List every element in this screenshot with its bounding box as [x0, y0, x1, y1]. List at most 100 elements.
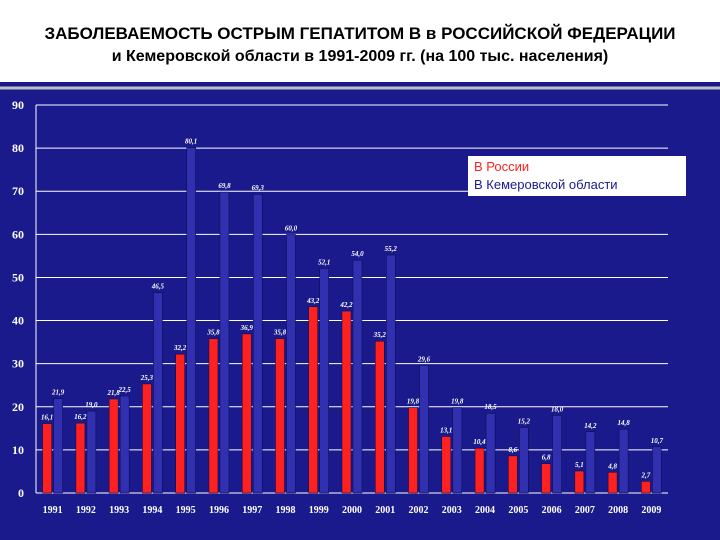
bar-kemerovo: [252, 193, 263, 494]
bar-russia: [607, 472, 618, 494]
bar-kemerovo: [186, 147, 196, 494]
data-label-russia: 19,8: [407, 398, 420, 406]
data-label-kemerovo: 14,2: [584, 422, 597, 430]
data-label-kemerovo: 69,8: [218, 182, 231, 190]
x-tick-label: 2000: [342, 505, 362, 516]
data-label-russia: 8,6: [508, 446, 517, 454]
x-tick-label: 2001: [375, 505, 395, 516]
data-label-russia: 2,7: [640, 471, 650, 479]
x-tick-label: 1995: [176, 505, 196, 516]
bar-kemerovo: [485, 412, 496, 494]
bar-russia: [508, 455, 518, 494]
bar-kemerovo: [585, 431, 596, 494]
bar-kemerovo: [53, 398, 63, 494]
data-label-kemerovo: 14,8: [617, 419, 630, 427]
bar-russia: [175, 353, 185, 494]
bar-russia: [208, 338, 219, 494]
bar-kemerovo: [386, 254, 396, 494]
bar-russia: [474, 447, 485, 494]
x-tick-label: 2002: [409, 505, 429, 516]
data-label-russia: 35,8: [206, 329, 220, 337]
data-label-russia: 5,1: [575, 461, 584, 469]
y-tick-label: 50: [12, 270, 24, 284]
x-tick-label: 1999: [309, 505, 329, 516]
x-tick-label: 1991: [43, 505, 63, 516]
data-label-kemerovo: 55,2: [385, 245, 398, 253]
legend-item-russia: В России: [474, 159, 529, 174]
bar-russia: [375, 340, 385, 494]
title-box: ЗАБОЛЕВАЕМОСТЬ ОСТРЫМ ГЕПАТИТОМ В в РОСС…: [0, 0, 720, 82]
bar-russia: [142, 383, 152, 494]
x-tick-label: 2008: [608, 505, 628, 516]
bar-kemerovo: [86, 410, 97, 494]
x-tick-label: 2009: [641, 505, 661, 516]
data-label-kemerovo: 18,5: [484, 403, 497, 411]
data-label-kemerovo: 60,0: [285, 224, 298, 232]
chart-title-line2: и Кемеровской области в 1991-2009 гг. (н…: [111, 48, 609, 65]
data-label-kemerovo: 15,2: [518, 417, 531, 425]
x-tick-label: 1994: [142, 505, 162, 516]
data-label-russia: 16,1: [41, 414, 53, 422]
y-tick-label: 40: [12, 314, 24, 328]
legend-label-russia: В России: [474, 159, 530, 174]
data-label-russia: 16,2: [74, 413, 87, 421]
y-tick-label: 90: [12, 98, 24, 112]
bar-russia: [541, 463, 551, 494]
bar-layer: [42, 147, 662, 494]
legend: В России В Кемеровской области: [468, 156, 686, 196]
data-label-russia: 10,4: [473, 438, 486, 446]
bar-russia: [341, 310, 352, 494]
data-label-kemerovo: 69,3: [252, 184, 265, 192]
data-label-russia: 32,2: [173, 344, 187, 352]
bar-russia: [241, 333, 252, 494]
bar-russia: [641, 481, 651, 494]
data-label-kemerovo: 19,8: [451, 398, 464, 406]
x-tick-label: 2007: [575, 505, 595, 516]
y-tick-label: 10: [12, 443, 24, 457]
chart-title-line1: ЗАБОЛЕВАЕМОСТЬ ОСТРЫМ ГЕПАТИТОМ В в РОСС…: [44, 24, 676, 43]
data-label-kemerovo: 29,6: [417, 355, 431, 363]
x-tick-label: 1997: [242, 505, 262, 516]
bar-kemerovo: [119, 395, 130, 494]
y-tick-label: 30: [12, 357, 24, 371]
bar-russia: [441, 436, 452, 494]
x-tick-label: 2006: [542, 505, 562, 516]
data-label-russia: 25,3: [140, 374, 154, 382]
data-label-russia: 13,1: [440, 427, 452, 435]
chart-area: 0 10 20 30 40 50 60 70 80 90 1991 1992 1993 1994 1995 1…: [0, 82, 720, 540]
data-label-kemerovo: 22,5: [118, 386, 132, 394]
data-label-kemerovo: 10,7: [651, 437, 664, 445]
bar-kemerovo: [618, 428, 629, 494]
data-label-russia: 43,2: [306, 297, 320, 305]
data-label-kemerovo: 19,0: [85, 401, 98, 409]
bar-russia: [108, 398, 119, 494]
x-tick-label: 2003: [442, 505, 462, 516]
bar-kemerovo: [419, 365, 429, 494]
data-label-kemerovo: 80,1: [185, 138, 197, 146]
y-tick-label: 70: [12, 184, 24, 198]
x-tick-label: 1992: [76, 505, 96, 516]
x-tick-label: 1996: [209, 505, 229, 516]
x-tick-label: 1993: [109, 505, 129, 516]
axis-layer: 0 10 20 30 40 50 60 70 80 90 1991 1992 1993 1994 1995 1…: [12, 98, 668, 516]
y-tick-label: 60: [12, 227, 24, 241]
label-layer: 16,1 21,9 16,2 19,0 21,822,5 25,3 46,5 32,2 80,1…: [41, 138, 663, 480]
data-label-russia: 6,8: [542, 454, 551, 462]
data-label-kemerovo: 21,9: [51, 389, 65, 397]
bar-kemerovo: [319, 268, 329, 494]
data-label-russia: 4,8: [607, 462, 617, 470]
data-label-russia: 35,8: [273, 329, 287, 337]
data-label-kemerovo: 52,1: [318, 258, 330, 266]
y-tick-label: 0: [18, 486, 24, 500]
bar-kemerovo: [153, 292, 163, 494]
data-label-kemerovo: 18,0: [551, 405, 564, 413]
data-label-kemerovo: 46,5: [151, 283, 165, 291]
bar-russia: [574, 470, 585, 494]
data-label-kemerovo: 54,0: [351, 250, 364, 258]
bar-kemerovo: [286, 234, 296, 494]
bar-russia: [275, 338, 285, 494]
bar-russia: [308, 306, 318, 494]
bar-kemerovo: [219, 191, 230, 494]
x-tick-label: 2004: [475, 505, 495, 516]
grid-layer: [36, 104, 668, 451]
